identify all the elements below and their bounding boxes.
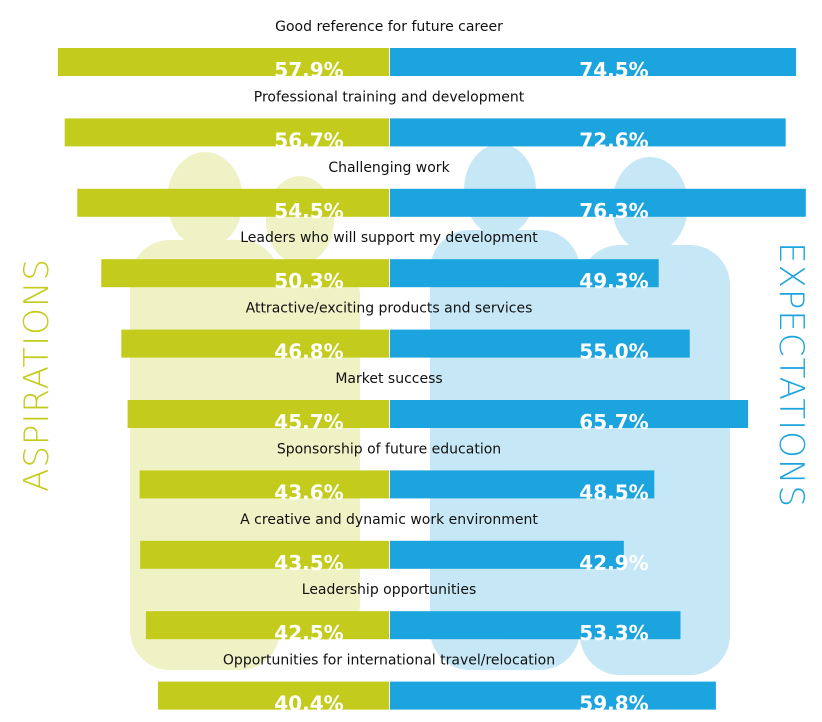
value-label: 54.5% xyxy=(274,199,343,223)
value-label: 55.0% xyxy=(579,340,648,364)
bar xyxy=(390,611,681,640)
category-label: Sponsorship of future education xyxy=(277,441,501,457)
value-label: 56.7% xyxy=(274,128,343,152)
series-title: EXPECTATIONS xyxy=(771,242,811,508)
bar xyxy=(101,259,389,288)
value-label: 65.7% xyxy=(579,410,648,434)
value-label: 76.3% xyxy=(579,199,648,223)
value-label: 42.5% xyxy=(274,621,343,645)
category-label: Attractive/exciting products and service… xyxy=(246,301,533,317)
bar xyxy=(77,188,389,217)
bar xyxy=(121,329,389,358)
category-label: Market success xyxy=(335,371,442,387)
category-label: A creative and dynamic work environment xyxy=(240,512,538,528)
bar xyxy=(140,540,389,569)
value-label: 50.3% xyxy=(274,269,343,293)
bar xyxy=(390,118,786,147)
value-label: 74.5% xyxy=(579,58,648,82)
value-label: 45.7% xyxy=(274,410,343,434)
bar xyxy=(390,400,749,428)
category-label: Leadership opportunities xyxy=(302,582,476,598)
bar xyxy=(145,611,389,640)
category-label: Good reference for future career xyxy=(275,19,503,35)
value-label: 53.3% xyxy=(579,621,648,645)
value-label: 42.9% xyxy=(579,551,648,575)
value-label: 48.5% xyxy=(579,480,648,504)
value-label: 46.8% xyxy=(274,340,343,364)
bar xyxy=(390,540,624,569)
value-label: 59.8% xyxy=(579,692,648,716)
bar xyxy=(390,188,806,217)
bar xyxy=(390,329,690,358)
category-label: Professional training and development xyxy=(254,89,525,105)
category-label: Opportunities for international travel/r… xyxy=(223,653,555,669)
series-title: ASPIRATIONS xyxy=(17,258,57,492)
value-label: 49.3% xyxy=(579,269,648,293)
bar xyxy=(390,259,659,288)
bar xyxy=(390,470,655,499)
bar xyxy=(157,681,389,710)
value-label: 57.9% xyxy=(274,58,343,82)
value-label: 72.6% xyxy=(579,128,648,152)
value-label: 40.4% xyxy=(274,692,343,716)
bar xyxy=(390,681,716,710)
category-label: Challenging work xyxy=(328,160,450,176)
bar xyxy=(64,118,390,147)
category-label: Leaders who will support my development xyxy=(240,230,538,246)
bar xyxy=(127,400,389,428)
value-label: 43.5% xyxy=(274,551,343,575)
bar xyxy=(57,48,389,76)
value-label: 43.6% xyxy=(274,480,343,504)
bar xyxy=(139,470,389,499)
bar xyxy=(390,48,797,76)
